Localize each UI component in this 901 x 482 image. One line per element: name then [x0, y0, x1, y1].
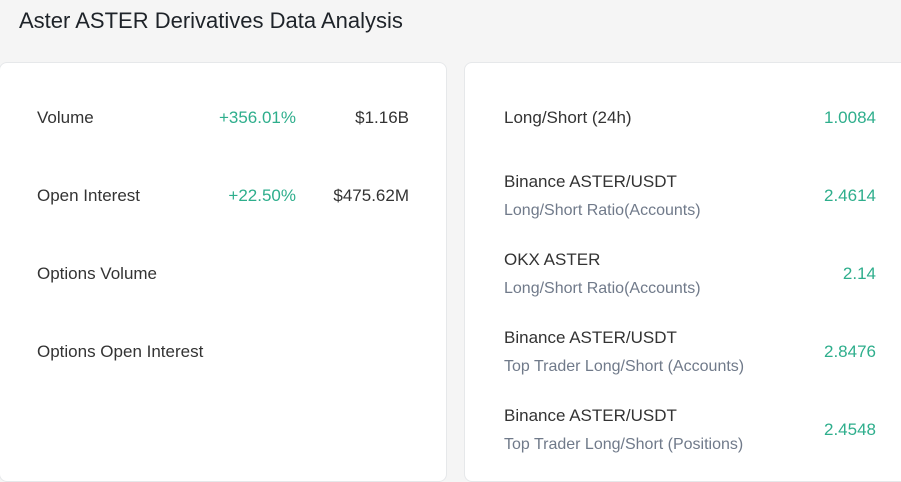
row-value: 1.0084	[824, 108, 876, 127]
row-subtitle: Top Trader Long/Short (Accounts)	[504, 358, 745, 375]
row-value: 2.4548	[824, 420, 876, 439]
row-title: OKX ASTER	[504, 250, 601, 269]
row-label: Options Open Interest	[37, 342, 204, 361]
page-title: Aster ASTER Derivatives Data Analysis	[19, 8, 403, 33]
row-value: 2.14	[842, 264, 876, 283]
row-value: $1.16B	[355, 108, 409, 127]
row-subtitle: Long/Short Ratio(Accounts)	[504, 202, 701, 219]
row-value: 2.4614	[824, 186, 876, 205]
row-label: Options Volume	[37, 264, 158, 283]
row-change: +356.01%	[218, 108, 296, 127]
long-short-card: Long/Short (24h) 1.0084 Binance ASTER/USDT…	[464, 62, 901, 482]
row-label: Open Interest	[37, 186, 141, 205]
row-title: Binance ASTER/USDT	[504, 172, 677, 191]
row-subtitle: Top Trader Long/Short (Positions)	[504, 436, 744, 453]
page: Aster ASTER Derivatives Data Analysis Vo…	[0, 8, 901, 482]
row-change: +22.50%	[228, 186, 296, 205]
row-title: Binance ASTER/USDT	[504, 406, 677, 425]
volume-card: Volume +356.01% $1.16B Open Interest +22.50%…	[0, 62, 447, 482]
row-value: 2.8476	[824, 342, 876, 361]
row-title: Long/Short (24h)	[504, 108, 632, 127]
row-title: Binance ASTER/USDT	[504, 328, 677, 347]
row-value: $475.62M	[333, 186, 409, 205]
row-subtitle: Long/Short Ratio(Accounts)	[504, 280, 701, 297]
row-label: Volume	[37, 108, 94, 127]
